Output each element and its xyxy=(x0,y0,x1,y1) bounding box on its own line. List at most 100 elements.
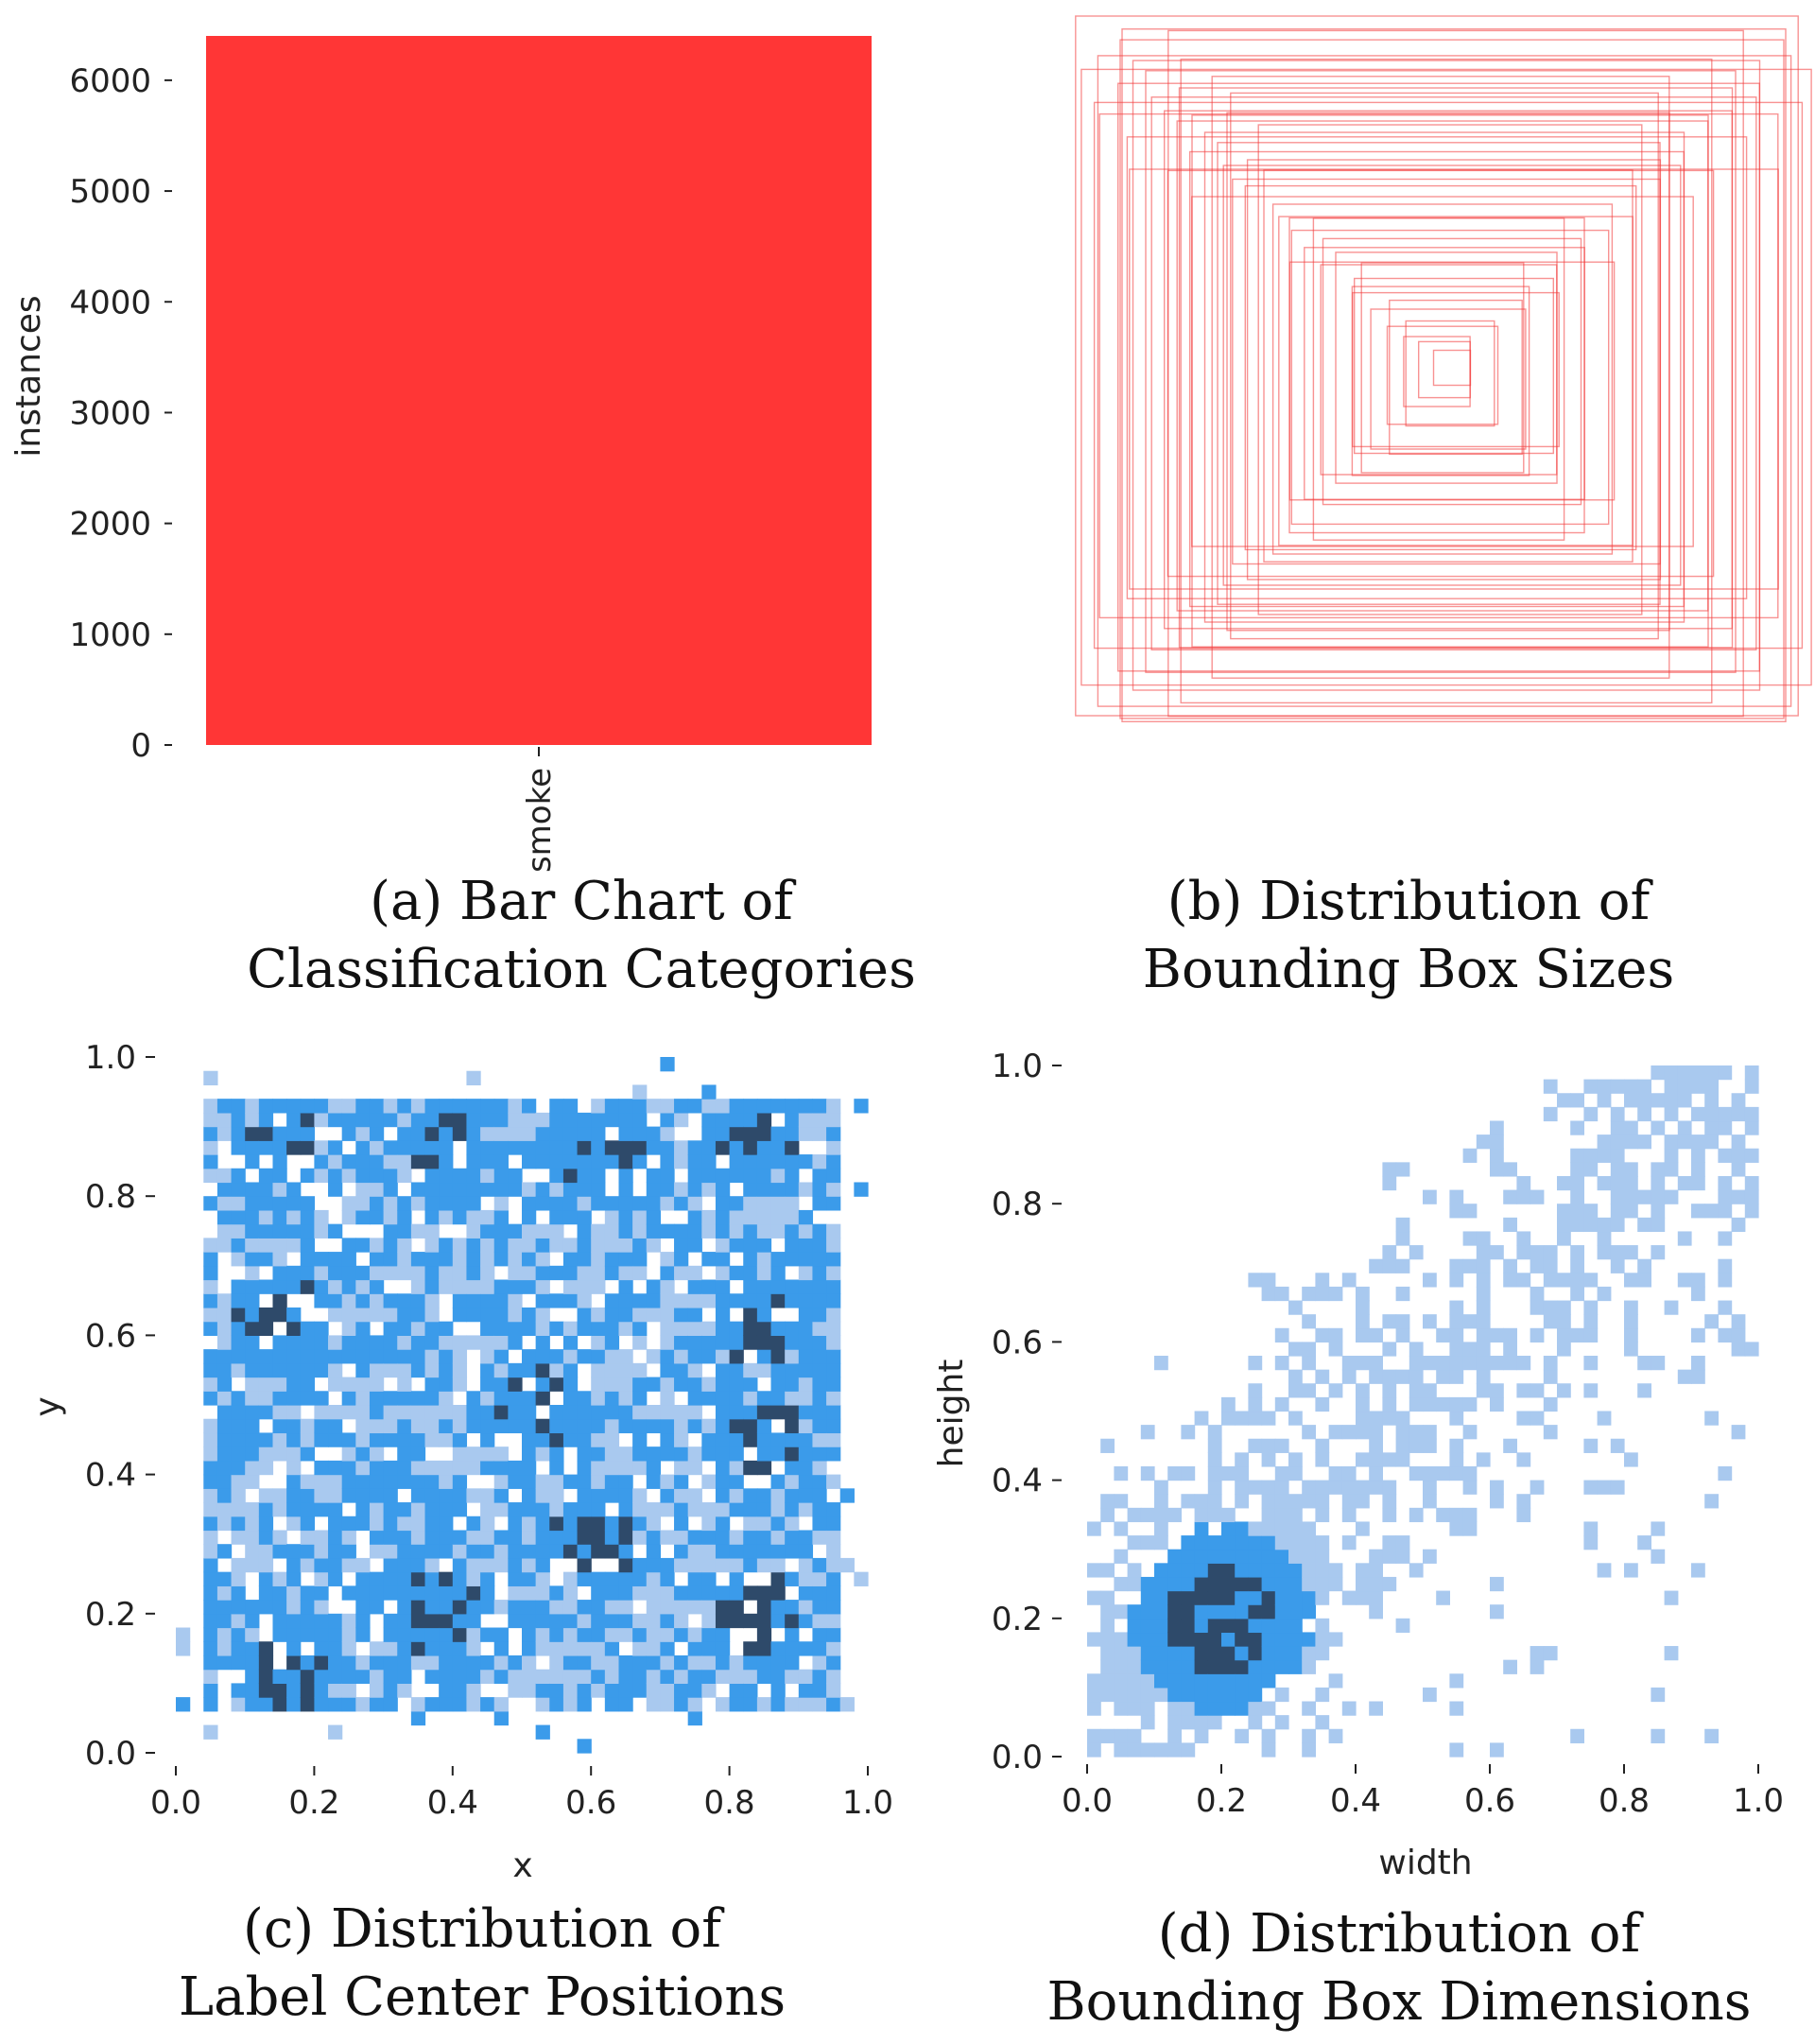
heatmap-cell xyxy=(674,1182,689,1197)
heatmap-cell xyxy=(660,1641,675,1656)
heatmap-cell xyxy=(1490,1356,1504,1371)
heatmap-cell xyxy=(286,1265,302,1281)
heatmap-cell xyxy=(272,1391,287,1406)
heatmap-cell xyxy=(577,1168,592,1184)
heatmap-cell xyxy=(729,1530,744,1545)
heatmap-cell xyxy=(397,1516,412,1532)
heatmap-cell xyxy=(715,1474,731,1489)
heatmap-cell xyxy=(231,1126,246,1141)
heatmap-cell xyxy=(785,1460,800,1476)
heatmap-cell xyxy=(1288,1632,1303,1647)
heatmap-cell xyxy=(410,1502,426,1517)
heatmap-cell xyxy=(1194,1701,1209,1716)
heatmap-cell xyxy=(410,1252,426,1267)
heatmap-cell xyxy=(562,1335,579,1350)
heatmap-cell xyxy=(632,1585,648,1601)
heatmap-cell xyxy=(826,1223,841,1239)
heatmap-cell xyxy=(493,1544,509,1559)
heatmap-cell xyxy=(397,1460,412,1476)
heatmap-cell xyxy=(258,1099,274,1114)
heatmap-cell xyxy=(826,1335,841,1350)
heatmap-cell xyxy=(216,1488,233,1503)
bounding-box-outline xyxy=(1353,277,1554,455)
heatmap-cell xyxy=(466,1182,481,1197)
heatmap-cell xyxy=(591,1349,606,1364)
heatmap-cell xyxy=(1302,1742,1316,1758)
heatmap-cell xyxy=(328,1613,343,1629)
heatmap-cell xyxy=(341,1126,356,1141)
heatmap-cell xyxy=(480,1502,495,1517)
heatmap-cell xyxy=(646,1223,661,1239)
heatmap-cell xyxy=(508,1223,523,1239)
heatmap-cell xyxy=(1718,1273,1733,1288)
heatmap-cell xyxy=(369,1405,385,1420)
heatmap-cell xyxy=(466,1070,481,1086)
heatmap-cell xyxy=(604,1362,620,1378)
heatmap-cell xyxy=(715,1516,731,1532)
heatmap-cell xyxy=(798,1544,814,1559)
heatmap-cell xyxy=(1328,1563,1343,1578)
heatmap-cell xyxy=(1490,1604,1504,1620)
heatmap-cell xyxy=(1449,1701,1464,1716)
heatmap-cell xyxy=(785,1627,800,1642)
heatmap-cell xyxy=(1597,1563,1612,1578)
heatmap-cell xyxy=(1476,1273,1491,1288)
heatmap-cell xyxy=(618,1557,633,1573)
heatmap-cell xyxy=(286,1474,302,1489)
heatmap-cell xyxy=(1637,1135,1651,1150)
heatmap-cell xyxy=(355,1571,371,1586)
heatmap-cell xyxy=(1167,1604,1182,1620)
heatmap-cell xyxy=(397,1669,412,1684)
heatmap-cell xyxy=(439,1099,454,1114)
heatmap-cell xyxy=(410,1293,426,1308)
heatmap-cell xyxy=(618,1209,633,1225)
heatmap-cell xyxy=(1302,1604,1316,1620)
heatmap-cell xyxy=(660,1223,675,1239)
heatmap-cell xyxy=(258,1223,274,1239)
heatmap-cell xyxy=(272,1279,287,1294)
heatmap-cell xyxy=(300,1349,315,1364)
heatmap-cell xyxy=(410,1362,426,1378)
heatmap-cell xyxy=(1530,1258,1545,1273)
heatmap-cell xyxy=(300,1585,315,1601)
heatmap-cell xyxy=(216,1321,233,1336)
heatmap-cell xyxy=(397,1223,412,1239)
panel-c-x-ticks: 0.0 0.2 0.4 0.6 0.8 1.0 xyxy=(150,1766,893,1822)
heatmap-cell xyxy=(535,1683,550,1698)
heatmap-cell xyxy=(1207,1438,1222,1453)
heatmap-cell xyxy=(452,1571,468,1586)
heatmap-cell xyxy=(729,1405,744,1420)
heatmap-cell xyxy=(1597,1093,1612,1108)
heatmap-cell xyxy=(535,1349,550,1364)
heatmap-cell xyxy=(258,1446,274,1462)
heatmap-cell xyxy=(1315,1549,1330,1564)
heatmap-cell xyxy=(604,1377,620,1392)
heatmap-cell xyxy=(729,1293,744,1308)
heatmap-cell xyxy=(424,1432,440,1447)
heatmap-cell xyxy=(355,1362,371,1378)
heatmap-cell xyxy=(591,1182,606,1197)
heatmap-cell xyxy=(743,1279,758,1294)
heatmap-cell xyxy=(812,1502,827,1517)
heatmap-cell xyxy=(743,1140,758,1155)
heatmap-cell xyxy=(826,1293,841,1308)
heatmap-cell xyxy=(1476,1231,1491,1246)
heatmap-cell xyxy=(231,1238,246,1253)
heatmap-cell xyxy=(314,1418,329,1434)
heatmap-cell xyxy=(286,1377,302,1392)
heatmap-cell xyxy=(1288,1507,1303,1523)
heatmap-cell xyxy=(452,1683,468,1698)
heatmap-cell xyxy=(1382,1480,1397,1495)
bounding-box-outline xyxy=(1370,308,1527,450)
heatmap-cell xyxy=(1207,1480,1222,1495)
heatmap-cell xyxy=(604,1544,620,1559)
heatmap-cell xyxy=(632,1432,648,1447)
heatmap-cell xyxy=(439,1432,454,1447)
heatmap-cell xyxy=(618,1223,633,1239)
heatmap-cell xyxy=(480,1600,495,1615)
heatmap-cell xyxy=(1167,1728,1182,1743)
heatmap-cell xyxy=(604,1474,620,1489)
heatmap-cell xyxy=(452,1600,468,1615)
heatmap-cell xyxy=(618,1613,633,1629)
heatmap-cell xyxy=(562,1252,579,1267)
